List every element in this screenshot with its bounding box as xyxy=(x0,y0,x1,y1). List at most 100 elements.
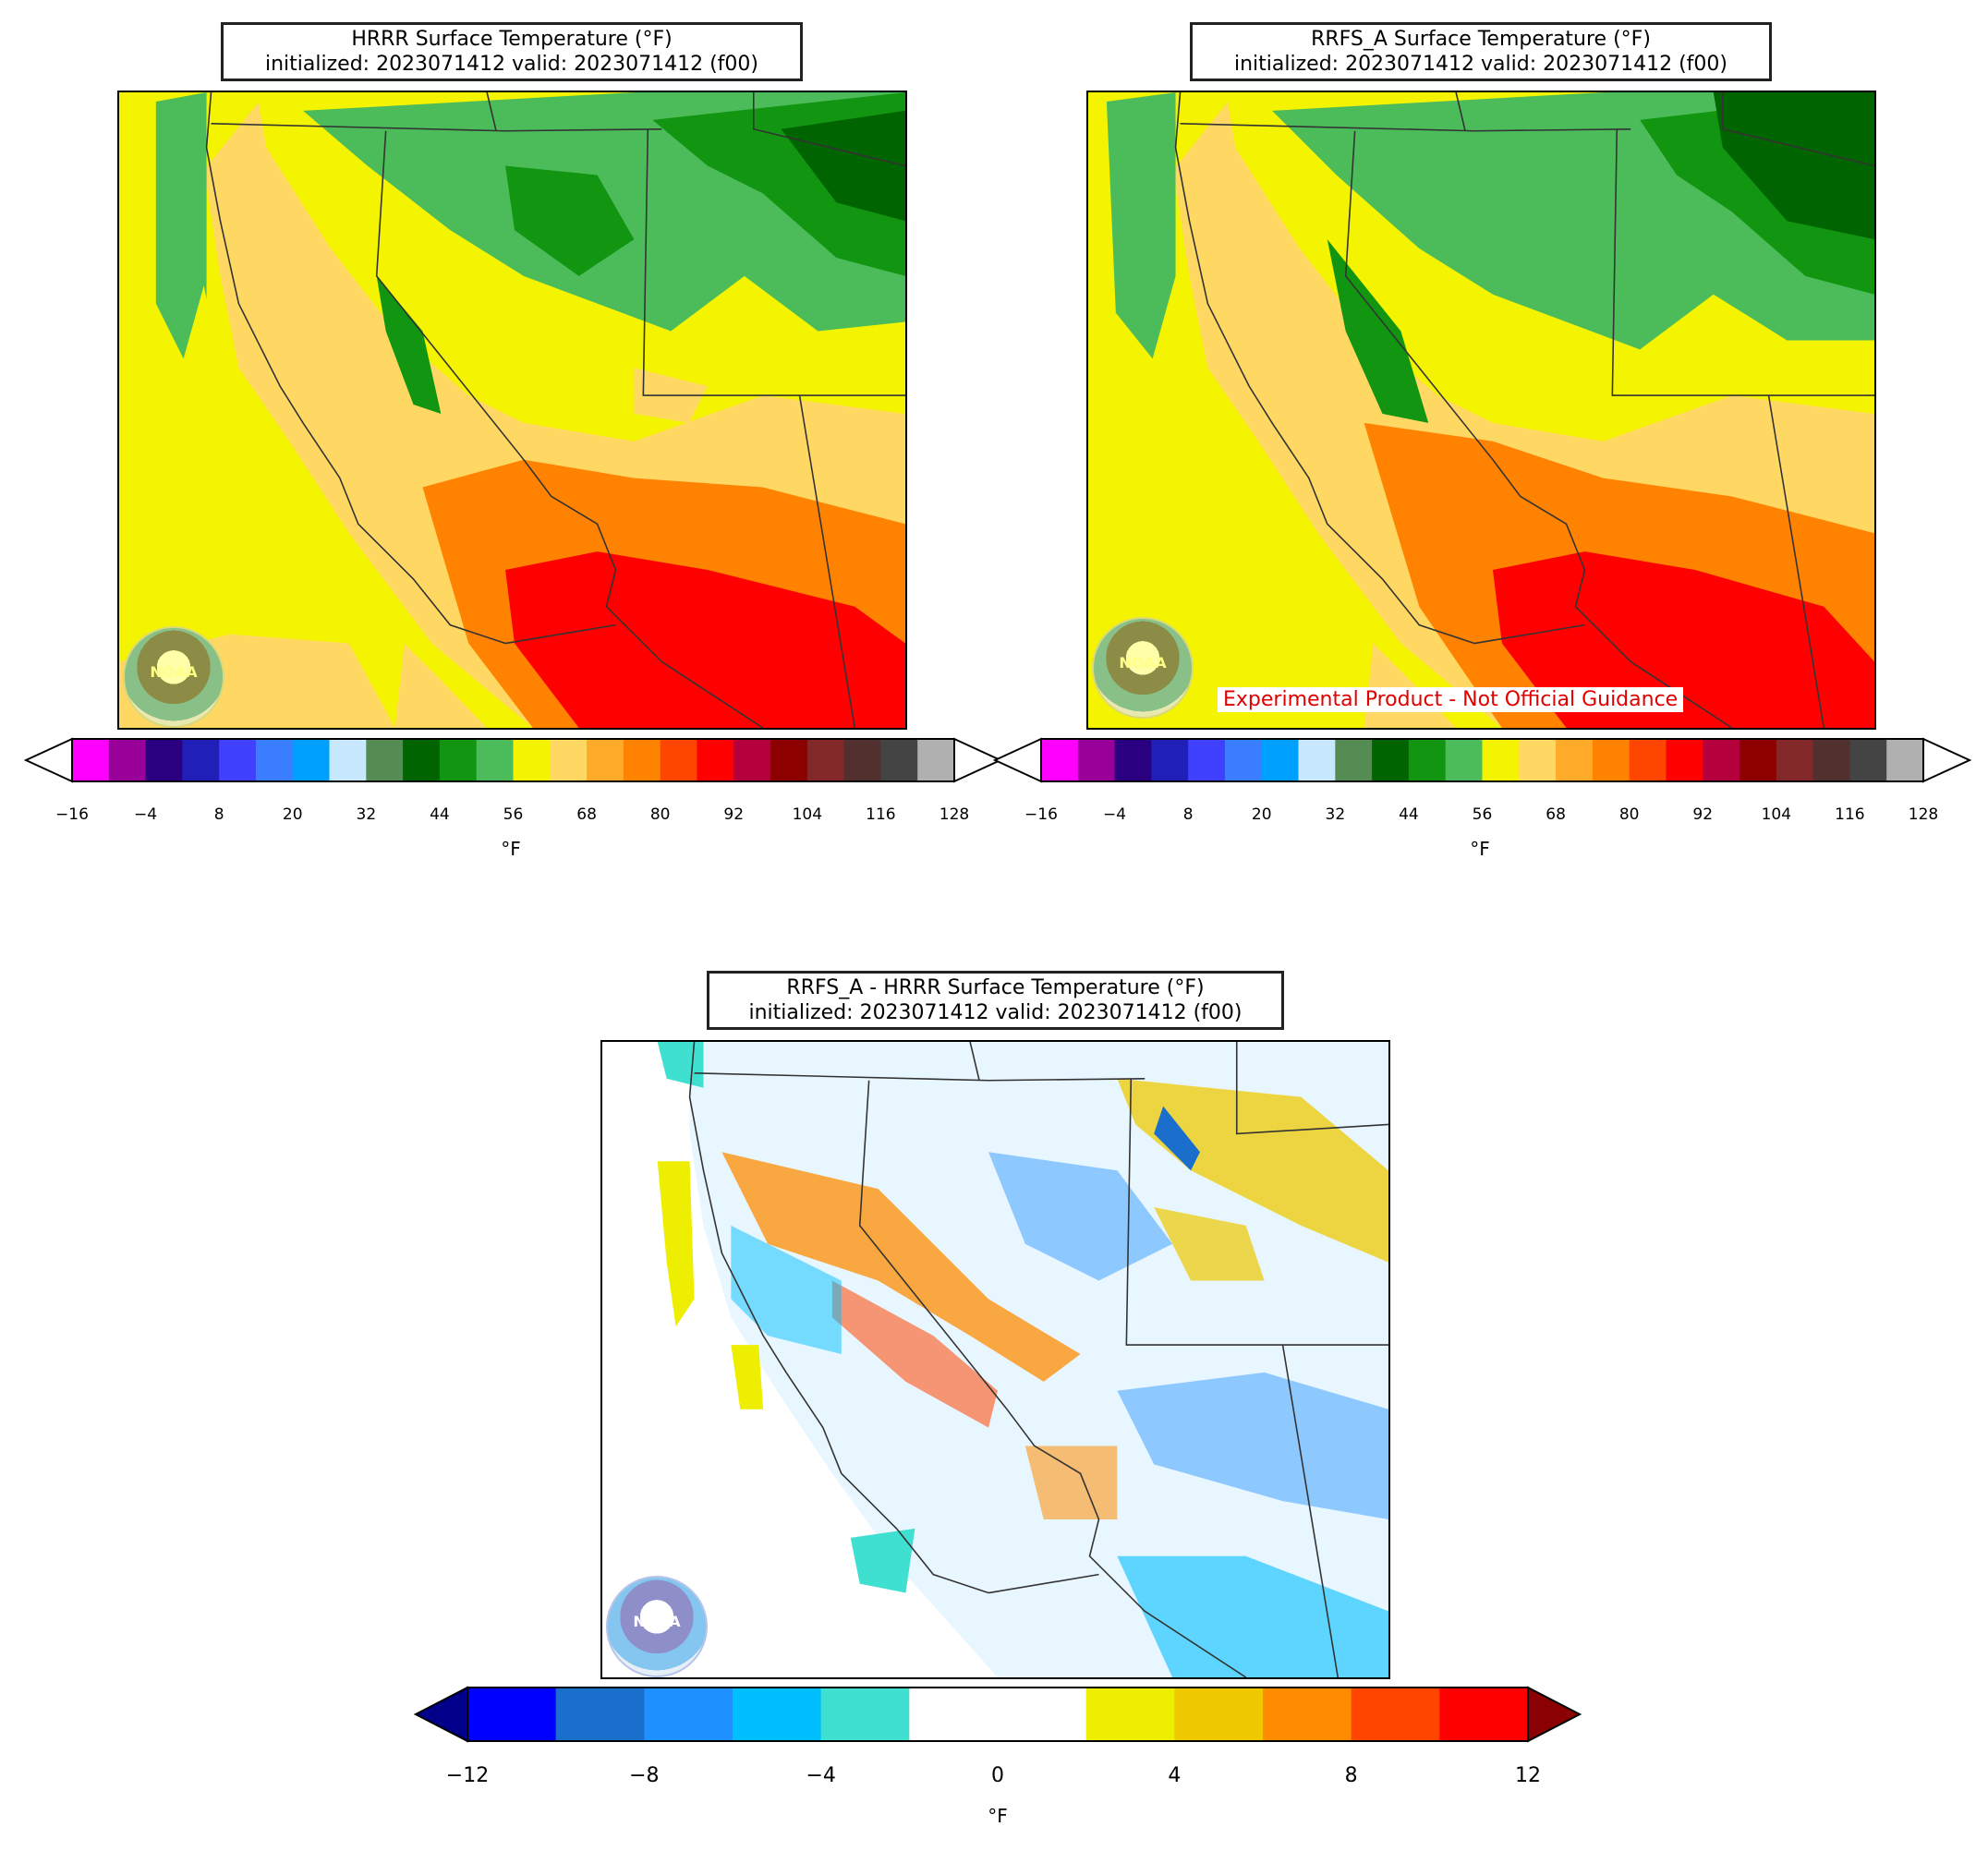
rrfs-colorbar-cell xyxy=(1812,739,1851,781)
rrfs-title: RRFS_A Surface Temperature (°F) initiali… xyxy=(1190,22,1772,81)
diff-noaa-logo: NOAA xyxy=(606,1576,708,1677)
hrrr-colorbar-cell xyxy=(623,739,661,781)
rrfs-temperature-map[interactable]: NOAA Experimental Product - Not Official… xyxy=(1086,91,1876,730)
hrrr-map-shading xyxy=(119,92,905,728)
hrrr-colorbar-cell xyxy=(439,739,478,781)
hrrr-colorbar-tick-label: 8 xyxy=(213,805,224,824)
diff-colorbar xyxy=(414,1686,1582,1743)
hrrr-colorbar-cell xyxy=(550,739,588,781)
hrrr-colorbar-cell xyxy=(255,739,294,781)
hrrr-colorbar-cell xyxy=(513,739,551,781)
hrrr-logo-text: NOAA xyxy=(150,663,198,681)
rrfs-noaa-logo: NOAA xyxy=(1092,617,1194,719)
rrfs-colorbar-tick-label: 104 xyxy=(1761,805,1792,824)
hrrr-colorbar-extend-low xyxy=(24,737,73,783)
rrfs-colorbar-tick-label: 8 xyxy=(1182,805,1194,824)
rrfs-colorbar-tick-label: −16 xyxy=(1024,805,1058,824)
hrrr-title-line1: HRRR Surface Temperature (°F) xyxy=(351,28,673,51)
diff-colorbar-cell xyxy=(733,1688,822,1741)
hrrr-colorbar-tick-label: 56 xyxy=(503,805,524,824)
hrrr-colorbar-cell xyxy=(806,739,845,781)
diff-logo-text: NOAA xyxy=(633,1613,681,1630)
diff-colorbar-tick-label: −8 xyxy=(629,1764,660,1787)
diff-colorbar-unit: °F xyxy=(988,1805,1008,1827)
rrfs-colorbar-cell xyxy=(1298,739,1336,781)
hrrr-colorbar-cell xyxy=(660,739,698,781)
rrfs-colorbar-cell xyxy=(1261,739,1300,781)
diff-title-line2: initialized: 2023071412 valid: 202307141… xyxy=(748,1001,1242,1024)
rrfs-colorbar-tick-label: 116 xyxy=(1835,805,1865,824)
diff-colorbar-extend-low xyxy=(414,1686,468,1743)
hrrr-colorbar-cell xyxy=(403,739,441,781)
diff-colorbar-tick-label: 0 xyxy=(991,1764,1004,1787)
diff-colorbar-tick-label: −12 xyxy=(445,1764,490,1787)
diff-temperature-map[interactable]: NOAA xyxy=(600,1040,1390,1679)
hrrr-colorbar-cell xyxy=(145,739,183,781)
hrrr-colorbar-cell xyxy=(108,739,147,781)
hrrr-colorbar-tick-label: 68 xyxy=(576,805,597,824)
rrfs-colorbar-cell xyxy=(1629,739,1667,781)
rrfs-colorbar-cell xyxy=(1224,739,1263,781)
hrrr-colorbar-tick-label: 32 xyxy=(356,805,377,824)
rrfs-map-shading xyxy=(1088,92,1874,728)
diff-colorbar-tick-label: 4 xyxy=(1168,1764,1182,1787)
hrrr-noaa-logo: NOAA xyxy=(123,626,224,728)
diff-colorbar-cell xyxy=(820,1688,910,1741)
hrrr-colorbar-cell xyxy=(366,739,404,781)
rrfs-colorbar-unit: °F xyxy=(1470,838,1490,860)
hrrr-colorbar-cell xyxy=(697,739,734,781)
rrfs-title-line1: RRFS_A Surface Temperature (°F) xyxy=(1311,28,1651,51)
rrfs-colorbar-cell xyxy=(1519,739,1557,781)
rrfs-colorbar-tick-label: 128 xyxy=(1908,805,1939,824)
hrrr-colorbar-cell xyxy=(329,739,367,781)
diff-title: RRFS_A - HRRR Surface Temperature (°F) i… xyxy=(707,971,1284,1030)
rrfs-colorbar-cell xyxy=(1114,739,1152,781)
diff-colorbar-cell xyxy=(1085,1688,1175,1741)
hrrr-colorbar-tick-label: 80 xyxy=(649,805,671,824)
hrrr-colorbar-tick-label: 92 xyxy=(723,805,745,824)
diff-colorbar-cell xyxy=(1439,1688,1529,1741)
diff-map-shading xyxy=(657,1042,1388,1677)
rrfs-colorbar-cell xyxy=(1445,739,1484,781)
diff-title-line1: RRFS_A - HRRR Surface Temperature (°F) xyxy=(786,976,1205,999)
hrrr-colorbar-cell xyxy=(733,739,771,781)
hrrr-colorbar-unit: °F xyxy=(501,838,521,860)
diff-colorbar-cell xyxy=(909,1688,999,1741)
rrfs-colorbar-extend-high xyxy=(1922,737,1972,783)
hrrr-colorbar-cell xyxy=(292,739,331,781)
diff-colorbar-cell xyxy=(998,1688,1087,1741)
rrfs-colorbar-cell xyxy=(1666,739,1703,781)
hrrr-colorbar-cell xyxy=(917,739,955,781)
rrfs-colorbar-tick-label: 80 xyxy=(1618,805,1640,824)
hrrr-colorbar-cell xyxy=(880,739,918,781)
rrfs-colorbar xyxy=(993,737,1972,783)
rrfs-colorbar-cell xyxy=(1408,739,1447,781)
diff-colorbar-cell xyxy=(1174,1688,1264,1741)
rrfs-title-line2: initialized: 2023071412 valid: 202307141… xyxy=(1234,53,1727,76)
rrfs-colorbar-cell xyxy=(1849,739,1887,781)
rrfs-colorbar-tick-label: 20 xyxy=(1251,805,1272,824)
hrrr-colorbar-tick-label: 104 xyxy=(792,805,823,824)
rrfs-disclaimer: Experimental Product - Not Official Guid… xyxy=(1218,687,1684,712)
rrfs-colorbar-tick-label: −4 xyxy=(1103,805,1127,824)
rrfs-colorbar-cell xyxy=(1886,739,1924,781)
diff-colorbar-extend-high xyxy=(1527,1686,1582,1743)
hrrr-colorbar-cell xyxy=(182,739,220,781)
hrrr-colorbar-tick-label: −4 xyxy=(134,805,158,824)
rrfs-colorbar-cell xyxy=(1041,739,1079,781)
rrfs-colorbar-extend-low xyxy=(993,737,1042,783)
hrrr-colorbar-cell xyxy=(587,739,624,781)
rrfs-colorbar-tick-label: 44 xyxy=(1399,805,1419,824)
hrrr-colorbar-tick-label: 116 xyxy=(866,805,896,824)
rrfs-colorbar-tick-label: 56 xyxy=(1472,805,1493,824)
diff-colorbar-cell xyxy=(644,1688,733,1741)
hrrr-colorbar-cell xyxy=(843,739,882,781)
rrfs-colorbar-cell xyxy=(1740,739,1777,781)
diff-colorbar-tick-label: 8 xyxy=(1344,1764,1358,1787)
rrfs-colorbar-tick-label: 32 xyxy=(1325,805,1346,824)
rrfs-colorbar-cell xyxy=(1372,739,1410,781)
rrfs-colorbar-cell xyxy=(1592,739,1630,781)
rrfs-colorbar-cell xyxy=(1151,739,1189,781)
hrrr-colorbar-cell xyxy=(219,739,257,781)
hrrr-temperature-map[interactable]: NOAA xyxy=(117,91,907,730)
